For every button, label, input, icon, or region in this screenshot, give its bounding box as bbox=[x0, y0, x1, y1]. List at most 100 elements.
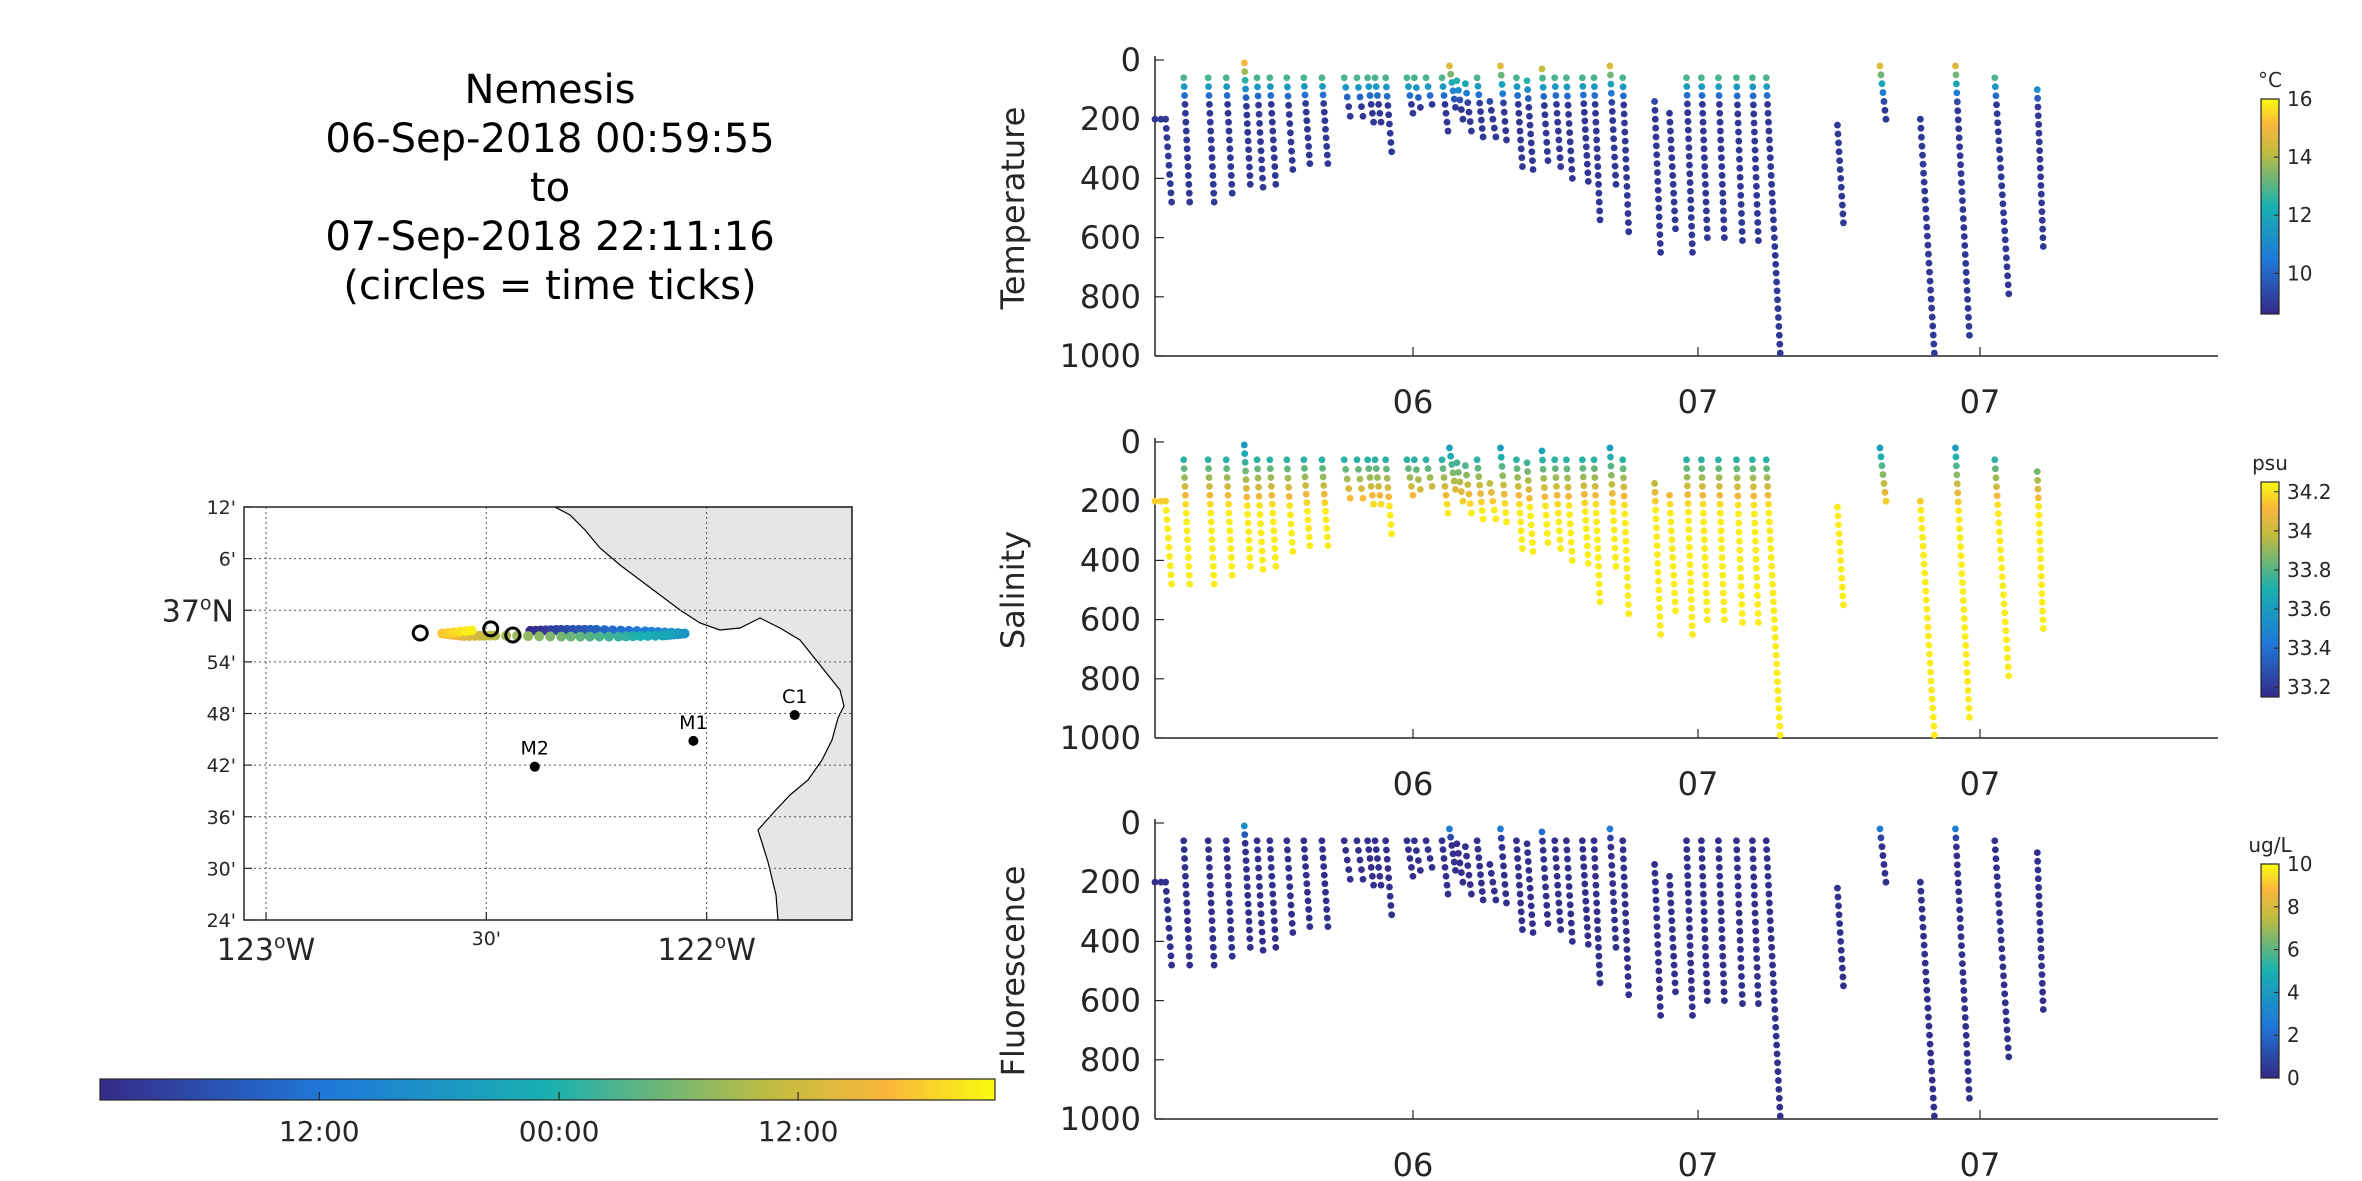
data-point bbox=[1656, 613, 1664, 621]
data-point bbox=[1738, 973, 1745, 980]
data-point bbox=[1288, 147, 1296, 155]
data-point bbox=[1498, 463, 1506, 470]
data-point bbox=[1342, 465, 1350, 473]
data-point bbox=[1246, 172, 1254, 180]
data-point bbox=[1225, 881, 1232, 889]
data-point bbox=[1656, 1003, 1664, 1010]
data-point bbox=[1405, 83, 1412, 91]
data-point bbox=[1527, 521, 1535, 529]
data-point bbox=[1567, 156, 1575, 164]
data-point bbox=[1738, 210, 1745, 217]
data-point bbox=[1591, 474, 1599, 481]
data-point bbox=[1386, 502, 1393, 510]
data-point bbox=[1556, 527, 1563, 535]
data-point bbox=[1772, 269, 1780, 277]
data-point bbox=[1960, 224, 1968, 231]
data-point bbox=[1167, 952, 1175, 960]
data-point bbox=[1717, 899, 1725, 907]
data-point bbox=[2003, 645, 2011, 653]
data-point bbox=[1737, 564, 1744, 572]
data-point bbox=[2034, 476, 2042, 484]
data-point bbox=[1956, 906, 1964, 914]
data-point bbox=[1167, 571, 1175, 579]
data-point bbox=[1736, 537, 1743, 545]
data-point bbox=[1765, 136, 1773, 144]
track-point bbox=[523, 631, 534, 642]
data-point bbox=[1719, 961, 1727, 969]
y-tick-label: 200 bbox=[1080, 863, 1141, 901]
colorbar-tick-label: 4 bbox=[2287, 980, 2300, 1004]
data-point bbox=[1762, 74, 1770, 82]
data-point bbox=[1226, 527, 1234, 535]
data-point bbox=[1207, 127, 1215, 135]
map-lat-label: 36' bbox=[207, 807, 236, 829]
data-point bbox=[1996, 146, 2003, 154]
data-point bbox=[1490, 124, 1498, 132]
data-point bbox=[1961, 633, 1969, 640]
data-point bbox=[1669, 172, 1677, 179]
data-point bbox=[1764, 491, 1772, 499]
data-point bbox=[1181, 864, 1189, 871]
data-point bbox=[1656, 985, 1663, 993]
data-point bbox=[1718, 926, 1726, 933]
data-point bbox=[1223, 465, 1231, 473]
data-point bbox=[1256, 119, 1263, 127]
data-point bbox=[1733, 837, 1740, 845]
data-point bbox=[1962, 1023, 1970, 1030]
time-colorbar-label: 00:00 bbox=[519, 1115, 600, 1148]
data-point bbox=[1962, 642, 1970, 649]
data-point bbox=[1567, 147, 1575, 155]
data-point bbox=[1516, 127, 1524, 135]
data-point bbox=[1881, 106, 1889, 114]
data-point bbox=[1953, 471, 1961, 479]
data-point bbox=[1568, 547, 1576, 555]
data-point bbox=[1609, 117, 1617, 124]
data-point bbox=[1595, 571, 1603, 579]
data-point bbox=[1753, 200, 1761, 208]
data-point bbox=[2038, 962, 2046, 970]
data-point bbox=[1916, 497, 1924, 505]
data-point bbox=[1478, 888, 1486, 895]
data-point bbox=[1717, 527, 1725, 535]
data-point bbox=[1921, 196, 1929, 204]
data-point bbox=[1323, 525, 1331, 532]
data-point bbox=[1473, 837, 1481, 845]
track-point bbox=[613, 631, 624, 642]
data-point bbox=[1516, 509, 1524, 517]
data-point bbox=[1342, 83, 1350, 91]
data-point bbox=[1519, 163, 1526, 170]
data-point bbox=[1701, 562, 1709, 570]
data-point bbox=[2035, 520, 2043, 528]
data-point bbox=[1269, 518, 1277, 526]
data-point bbox=[1621, 510, 1629, 518]
data-point bbox=[1592, 109, 1599, 117]
data-point bbox=[1285, 111, 1293, 118]
data-point bbox=[1994, 510, 2002, 518]
data-point bbox=[1302, 482, 1310, 489]
data-point bbox=[1928, 313, 1936, 321]
data-point bbox=[1568, 938, 1576, 945]
data-point bbox=[1962, 269, 1970, 276]
data-point bbox=[1997, 546, 2005, 554]
data-point bbox=[1689, 1012, 1696, 1019]
data-point bbox=[1925, 1022, 1933, 1030]
data-point bbox=[1655, 976, 1663, 984]
data-point bbox=[1765, 518, 1773, 526]
data-point bbox=[1320, 482, 1328, 489]
data-point bbox=[1964, 677, 1971, 685]
data-point bbox=[1765, 881, 1772, 889]
data-point bbox=[1667, 908, 1675, 916]
data-point bbox=[1447, 452, 1455, 460]
data-point bbox=[1442, 109, 1450, 117]
data-point bbox=[1271, 935, 1279, 942]
data-point bbox=[1182, 118, 1190, 126]
data-point bbox=[1386, 129, 1394, 137]
data-point bbox=[1581, 880, 1589, 888]
y-tick-label: 400 bbox=[1080, 541, 1141, 579]
data-point bbox=[1926, 1031, 1933, 1039]
data-point bbox=[1206, 101, 1213, 108]
data-point bbox=[1182, 890, 1190, 898]
data-point bbox=[1669, 180, 1677, 188]
data-point bbox=[1377, 881, 1385, 889]
data-point bbox=[1738, 601, 1746, 608]
